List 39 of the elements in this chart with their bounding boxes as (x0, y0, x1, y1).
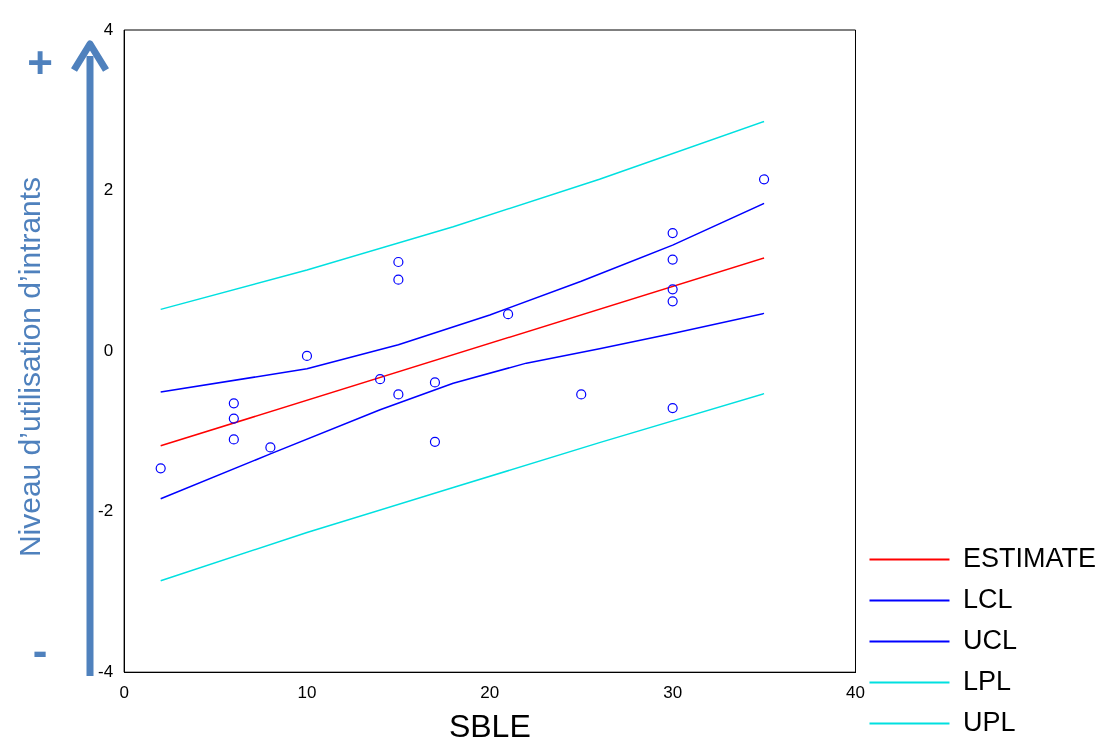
legend-label: ESTIMATE (962, 542, 1097, 573)
x-axis-title: SBLE (448, 707, 531, 744)
point (667, 228, 678, 239)
point (429, 377, 441, 388)
point (228, 413, 239, 424)
point (155, 463, 166, 474)
point (667, 254, 678, 265)
legend-label: LCL (962, 583, 1013, 614)
y-tick-label: -2 (97, 501, 114, 521)
point (576, 389, 587, 400)
x-tick-label: 0 (119, 683, 129, 703)
point (228, 398, 239, 409)
y-tick-label: 0 (103, 340, 114, 360)
point (429, 436, 441, 447)
legend-label: UCL (962, 624, 1018, 655)
legend-label: LPL (962, 665, 1012, 696)
y-tick-label: 4 (103, 19, 114, 39)
x-tick-label: 30 (663, 683, 683, 703)
x-tick-label: 10 (297, 683, 317, 703)
text: - (31, 626, 49, 676)
point (375, 374, 386, 385)
x-tick-label: 40 (846, 683, 865, 703)
y-tick-label: 2 (103, 180, 114, 200)
point (301, 350, 313, 362)
point (228, 434, 239, 445)
text: + (26, 38, 54, 88)
point (667, 403, 678, 414)
x-tick-label: 20 (480, 683, 500, 703)
point (758, 174, 770, 185)
point (393, 389, 404, 400)
y-tick-label: -4 (97, 661, 114, 681)
point (667, 296, 678, 307)
legend-label: UPL (962, 706, 1016, 737)
point (393, 256, 404, 268)
y-axis-title: Niveau d’utilisation d’intrants (13, 176, 46, 558)
point (265, 442, 276, 453)
point (393, 274, 404, 285)
point (502, 309, 514, 320)
point (667, 284, 678, 295)
